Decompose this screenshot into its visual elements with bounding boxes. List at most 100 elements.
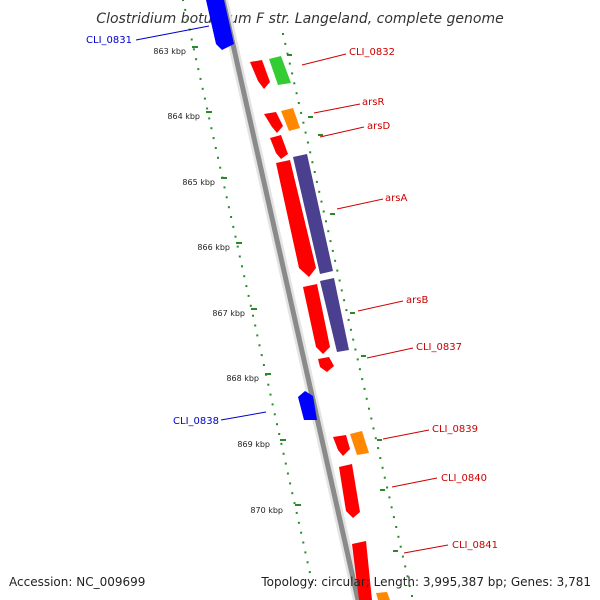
gene-cli-0839-trna[interactable] — [350, 431, 369, 455]
track-dot — [252, 314, 254, 317]
track-dot — [267, 383, 270, 386]
gene-label[interactable]: arsA — [385, 193, 407, 204]
track-dot — [304, 131, 307, 134]
track-dot — [388, 496, 391, 499]
track-dot — [304, 551, 307, 554]
track-dot — [230, 216, 233, 218]
track-dot — [247, 294, 250, 297]
gene-arsR[interactable] — [281, 108, 300, 131]
gene-label[interactable]: arsB — [406, 295, 428, 306]
track-dot — [349, 328, 352, 331]
track-dot — [347, 318, 350, 321]
gene-label[interactable]: CLI_0837 — [416, 342, 462, 353]
gene-label[interactable]: CLI_0841 — [452, 540, 498, 551]
track-dot — [282, 33, 284, 35]
track-dot — [386, 486, 389, 489]
gene-cli-0832-cds[interactable] — [250, 60, 270, 89]
track-dot — [306, 561, 309, 564]
callout-arsR — [313, 103, 361, 114]
track-dot — [186, 18, 189, 21]
track-dot — [297, 102, 300, 104]
gene-arsA-left[interactable] — [276, 160, 316, 277]
gene-arsB-left[interactable] — [303, 284, 330, 354]
track-dot — [390, 506, 393, 509]
gene-cli-0841[interactable] — [352, 541, 372, 600]
track-dot — [271, 403, 274, 406]
track-dot — [392, 516, 395, 519]
track-dot — [308, 571, 311, 574]
track-dot — [343, 299, 346, 302]
gene-cli-0839-cds[interactable] — [333, 435, 350, 456]
gene-cli-0840[interactable] — [339, 464, 360, 518]
gene-label[interactable]: arsD — [367, 121, 390, 132]
track-dot — [309, 151, 312, 154]
callout-arsA — [336, 198, 384, 210]
track-dot — [381, 466, 384, 469]
track-dot — [245, 285, 248, 288]
track-dot — [334, 259, 337, 262]
track-dot — [278, 433, 281, 435]
track-dot — [199, 77, 202, 80]
track-dot — [256, 334, 259, 337]
track-dot — [399, 545, 402, 548]
track-dot — [276, 423, 278, 426]
track-dot — [411, 595, 413, 597]
track-dot — [184, 8, 187, 11]
gene-cli-0832-rrna[interactable] — [269, 56, 291, 85]
gene-label[interactable]: arsR — [362, 97, 384, 108]
track-dot — [291, 492, 294, 495]
feature-ticks — [287, 54, 398, 552]
gene-label[interactable]: CLI_0838 — [173, 416, 219, 427]
track-dot — [212, 137, 215, 140]
track-dot — [293, 502, 296, 505]
gene-cli-0842-partial[interactable] — [376, 592, 390, 600]
gene-arsD[interactable] — [270, 135, 288, 159]
track-dot — [295, 92, 298, 95]
callout-cli-0837 — [366, 347, 414, 359]
track-dot — [354, 348, 357, 351]
gene-cli-0831[interactable] — [206, 0, 234, 50]
track-dot — [236, 245, 239, 248]
track-dot — [340, 289, 343, 292]
track-dot — [227, 206, 230, 209]
track-dot — [291, 72, 294, 75]
gene-label[interactable]: CLI_0839 — [432, 424, 478, 435]
gene-label[interactable]: CLI_0840 — [441, 473, 487, 484]
track-dot — [318, 190, 321, 193]
gene-ars-upstream[interactable] — [264, 112, 283, 133]
track-dot — [397, 535, 400, 538]
track-dot — [404, 565, 407, 568]
track-dot — [284, 462, 287, 465]
track-dot — [232, 225, 235, 228]
track-dot — [190, 38, 193, 41]
track-dot — [280, 442, 283, 445]
track-dot — [269, 393, 272, 396]
gene-cli-0837[interactable] — [318, 357, 334, 372]
gene-label[interactable]: CLI_0832 — [349, 47, 395, 58]
gene-cli-0838[interactable] — [298, 391, 317, 420]
track-dot — [195, 58, 198, 61]
track-dot — [331, 249, 334, 252]
track-dot — [295, 511, 298, 514]
track-dot — [338, 279, 341, 282]
track-dot — [313, 171, 316, 173]
track-dot — [374, 437, 377, 440]
gene-label[interactable]: CLI_0831 — [86, 35, 132, 46]
track-dot — [262, 364, 265, 366]
track-dot — [241, 265, 243, 268]
track-dot — [361, 378, 364, 381]
track-dot — [300, 531, 303, 534]
callout-cli-0841 — [403, 544, 449, 554]
track-dot — [201, 87, 204, 90]
track-dot — [300, 111, 303, 114]
scale-tick-label: 864 kbp — [167, 112, 200, 121]
gene-arsA[interactable] — [293, 154, 333, 274]
track-dot — [223, 186, 226, 189]
scale-tick-label: 866 kbp — [197, 243, 230, 252]
scale-tick-label: 865 kbp — [182, 178, 215, 187]
callout-arsD — [319, 126, 365, 138]
track-dot — [352, 338, 355, 341]
callout-cli-0839 — [382, 429, 430, 440]
scale-tick-label: 863 kbp — [153, 47, 186, 56]
gene-arsB[interactable] — [320, 278, 349, 352]
